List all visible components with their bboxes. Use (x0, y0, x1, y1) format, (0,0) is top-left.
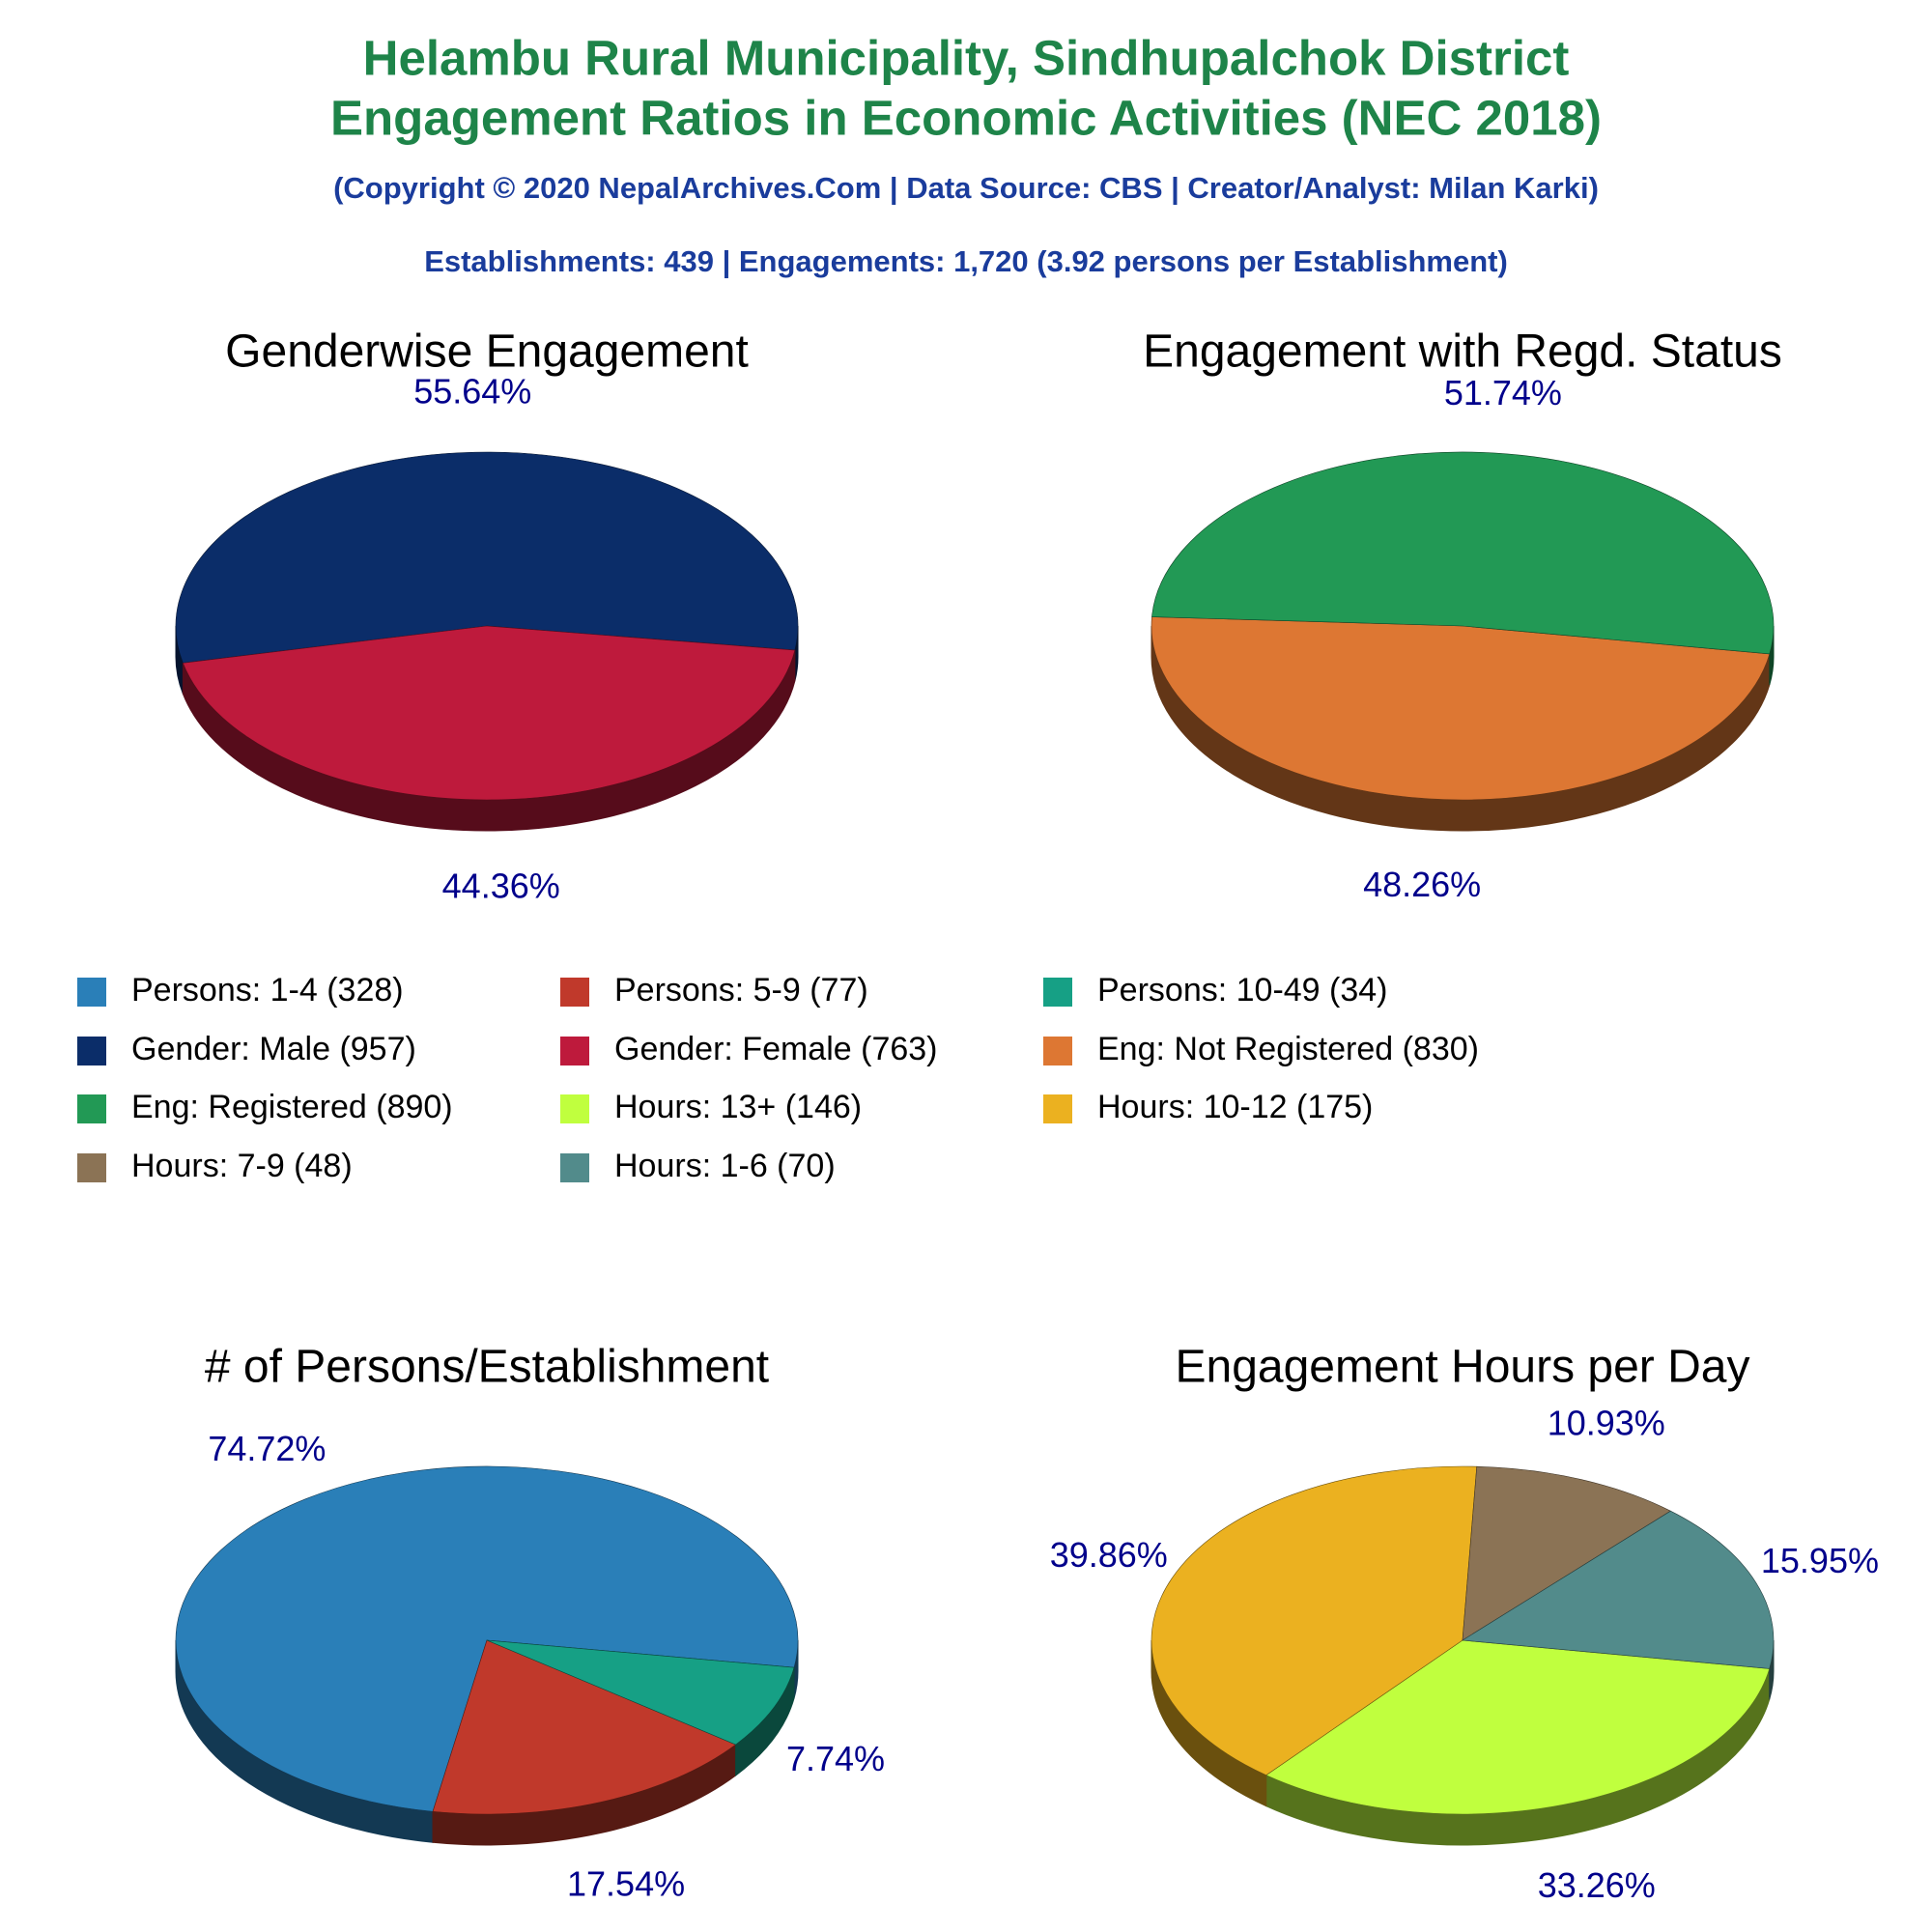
legend-label: Hours: 7-9 (48) (131, 1148, 353, 1184)
value-label: 44.36% (442, 866, 560, 905)
value-label: 51.74% (1444, 373, 1562, 412)
chart-title: Engagement with Regd. Status (1143, 327, 1782, 378)
slice (1462, 1465, 1671, 1641)
chart-title: Engagement Hours per Day (1176, 1342, 1750, 1393)
value-label: 48.26% (1363, 865, 1481, 904)
value-label: 74.72% (208, 1429, 326, 1468)
slice (1151, 451, 1775, 655)
subtitle: (Copyright © 2020 NepalArchives.Com | Da… (333, 171, 1599, 205)
value-label: 33.26% (1538, 1865, 1656, 1905)
slice (175, 451, 799, 664)
legend-swatch (1043, 978, 1072, 1007)
legend-label: Persons: 1-4 (328) (131, 972, 404, 1009)
value-label: 15.95% (1761, 1541, 1879, 1580)
legend-swatch (77, 1094, 106, 1123)
chart-title: Genderwise Engagement (225, 327, 749, 378)
legend-label: Persons: 5-9 (77) (614, 972, 868, 1009)
legend-swatch (1043, 1037, 1072, 1065)
slice (182, 625, 796, 801)
slice (1151, 1465, 1478, 1776)
legend-swatch (560, 1037, 589, 1065)
legend-label: Persons: 10-49 (34) (1097, 972, 1388, 1009)
legend-label: Hours: 10-12 (175) (1097, 1089, 1373, 1125)
summary: Establishments: 439 | Engagements: 1,720… (424, 244, 1508, 278)
slice (1462, 1510, 1775, 1669)
chart-title: # of Persons/Establishment (205, 1342, 769, 1393)
value-label: 7.74% (786, 1739, 885, 1778)
value-label: 39.86% (1050, 1535, 1168, 1575)
legend-label: Hours: 1-6 (70) (614, 1148, 836, 1184)
legend-label: Gender: Female (763) (614, 1031, 938, 1067)
legend-label: Gender: Male (957) (131, 1031, 416, 1067)
legend-swatch (560, 1094, 589, 1123)
legend-label: Eng: Registered (890) (131, 1089, 453, 1125)
legend-swatch (77, 978, 106, 1007)
title-line: Helambu Rural Municipality, Sindhupalcho… (363, 30, 1570, 85)
slice (175, 1465, 799, 1812)
value-label: 55.64% (413, 372, 531, 412)
legend-swatch (1043, 1094, 1072, 1123)
slice (1265, 1639, 1771, 1815)
slice (1151, 616, 1771, 801)
legend-swatch (77, 1153, 106, 1182)
legend-swatch (77, 1037, 106, 1065)
legend-label: Hours: 13+ (146) (614, 1089, 862, 1125)
value-label: 10.93% (1548, 1403, 1665, 1442)
value-label: 17.54% (567, 1864, 685, 1904)
legend-swatch (560, 1153, 589, 1182)
slice (486, 1639, 795, 1746)
title-line: Engagement Ratios in Economic Activities… (330, 90, 1602, 145)
slice (432, 1639, 737, 1815)
legend-label: Eng: Not Registered (830) (1097, 1031, 1479, 1067)
legend-swatch (560, 978, 589, 1007)
